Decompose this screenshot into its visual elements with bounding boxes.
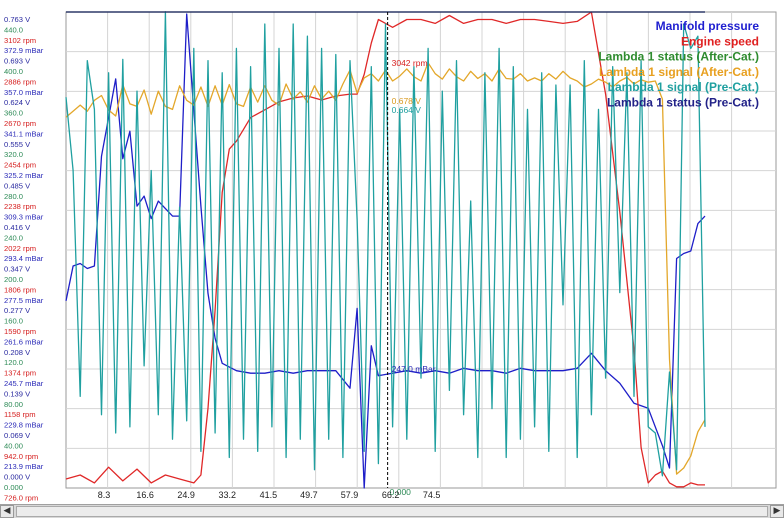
y-tick-label: 160.0 [4,317,23,326]
scroll-right-arrow-icon[interactable]: ▶ [770,505,784,518]
horizontal-scrollbar[interactable]: ◀ ▶ [0,504,784,518]
scroll-left-arrow-icon[interactable]: ◀ [0,505,14,518]
y-tick-label: 1374 rpm [4,369,36,378]
cursor-value-label: 0.000 [390,487,412,497]
series-line-4 [65,11,706,477]
y-tick-label: 240.0 [4,233,23,242]
cursor-value-label: 247.0 mBar [392,364,436,374]
x-tick-label: 41.5 [260,490,278,500]
y-tick-label: 0.000 [4,483,23,492]
y-tick-label: 0.555 V [4,140,31,149]
y-tick-label: 3102 rpm [4,36,36,45]
legend-entry: Lambda 1 signal (Pre-Cat.) [608,80,759,94]
x-tick-label: 49.7 [300,490,318,500]
y-tick-label: 440.0 [4,25,23,34]
x-tick-label: 33.2 [218,490,236,500]
x-tick-label: 66.2 [382,490,400,500]
y-tick-label: 0.416 V [4,223,31,232]
y-tick-label: 0.763 V [4,15,31,24]
series-line-3 [65,62,706,475]
y-tick-label: 0.069 V [4,431,31,440]
x-tick-label: 57.9 [341,490,359,500]
y-tick-label: 726.0 rpm [4,493,38,502]
y-tick-label: 372.9 mBar [4,46,44,55]
y-tick-label: 1158 rpm [4,410,36,419]
y-tick-label: 0.277 V [4,306,31,315]
legend-entry: Engine speed [681,34,759,48]
y-tick-label: 0.693 V [4,57,31,66]
y-tick-label: 261.6 mBar [4,337,44,346]
y-tick-label: 2022 rpm [4,244,36,253]
y-tick-label: 1590 rpm [4,327,36,336]
y-tick-label: 0.347 V [4,265,31,274]
y-tick-label: 293.4 mBar [4,254,44,263]
legend-entry: Manifold pressure [656,19,760,33]
cursor-value-label: 3042 rpm [392,58,428,68]
legend-entry: Lambda 1 signal (After-Cat.) [599,65,759,79]
y-tick-label: 277.5 mBar [4,296,44,305]
y-tick-label: 400.0 [4,67,23,76]
x-tick-label: 24.9 [177,490,195,500]
y-tick-label: 0.485 V [4,181,31,190]
cursor-value-label: 0.664 V [392,105,422,115]
legend-entry: Lambda 1 status (After-Cat.) [598,50,759,64]
y-tick-label: 80.00 [4,400,23,409]
y-tick-label: 120.0 [4,358,23,367]
y-tick-label: 40.00 [4,441,23,450]
y-tick-label: 229.8 mBar [4,421,44,430]
y-tick-label: 2670 rpm [4,119,36,128]
y-tick-label: 0.624 V [4,98,31,107]
y-tick-label: 0.208 V [4,348,31,357]
cursor-value-label: 0.678 V [392,96,422,106]
y-tick-label: 245.7 mBar [4,379,44,388]
y-tick-label: 2886 rpm [4,77,36,86]
x-tick-label: 16.6 [136,490,154,500]
y-tick-label: 1806 rpm [4,285,36,294]
y-tick-label: 320.0 [4,150,23,159]
x-tick-label: 74.5 [423,490,441,500]
y-tick-label: 309.3 mBar [4,213,44,222]
legend-entry: Lambda 1 status (Pre-Cat.) [607,96,759,110]
series-line-1 [65,11,705,488]
scrollbar-thumb[interactable] [16,506,768,517]
y-tick-label: 325.2 mBar [4,171,44,180]
y-tick-label: 2454 rpm [4,161,36,170]
y-tick-label: 357.0 mBar [4,88,44,97]
y-tick-label: 360.0 [4,109,23,118]
y-tick-label: 280.0 [4,192,23,201]
y-tick-label: 942.0 rpm [4,452,38,461]
y-tick-label: 200.0 [4,275,23,284]
y-tick-label: 0.000 V [4,473,31,482]
y-tick-label: 341.1 mBar [4,129,44,138]
y-tick-label: 213.9 mBar [4,462,44,471]
x-tick-label: 8.3 [98,490,111,500]
y-tick-label: 2238 rpm [4,202,36,211]
y-tick-label: 0.139 V [4,389,31,398]
series-line-0 [65,13,706,489]
